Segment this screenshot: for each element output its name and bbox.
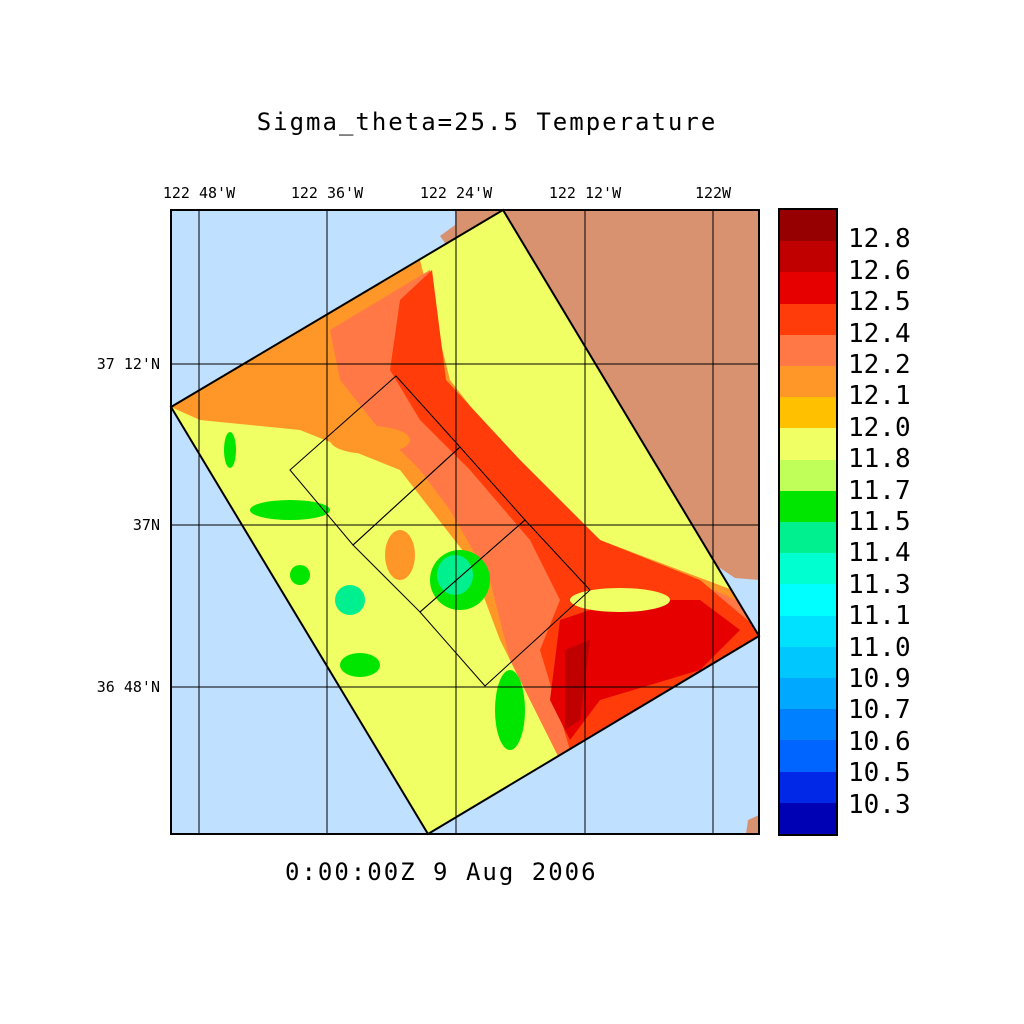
colorbar-bin xyxy=(780,646,836,679)
colorbar-label: 10.7 xyxy=(848,695,911,726)
colorbar-bin xyxy=(780,771,836,803)
colorbar-label: 11.3 xyxy=(848,569,911,600)
colorbar-label: 12.6 xyxy=(848,255,911,286)
colorbar-bin xyxy=(780,241,836,273)
colorbar-bin xyxy=(780,397,836,429)
colorbar-bin xyxy=(780,303,836,335)
colorbar-bin xyxy=(780,522,836,554)
map-frame xyxy=(170,209,760,835)
colorbar-label: 12.4 xyxy=(848,318,911,349)
lon-label: 122 48'W xyxy=(162,184,236,202)
colorbar-bin xyxy=(780,740,836,772)
colorbar-bin xyxy=(780,366,836,398)
lat-label: 37 12'N xyxy=(96,355,160,373)
colorbar-bin xyxy=(780,802,836,835)
colorbar-label: 12.0 xyxy=(848,412,911,443)
colorbar-bin xyxy=(780,459,836,491)
colorbar-bin xyxy=(780,272,836,304)
colorbar-bin xyxy=(780,334,836,367)
time-label: 0:00:00Z 9 Aug 2006 xyxy=(285,858,598,886)
colorbar-bin xyxy=(780,615,836,647)
colorbar-bin xyxy=(780,553,836,585)
colorbar-label: 10.9 xyxy=(848,664,911,694)
colorbar-label: 10.6 xyxy=(848,726,911,757)
colorbar-label: 11.0 xyxy=(848,632,911,663)
colorbar-label: 12.8 xyxy=(848,224,911,255)
sub-domain-boxes xyxy=(289,375,591,687)
colorbar-label: 11.8 xyxy=(848,444,911,475)
lon-label: 122 12'W xyxy=(548,184,622,202)
colorbar-bin xyxy=(780,428,836,460)
colorbar-label: 11.5 xyxy=(848,507,911,537)
colorbar-bin xyxy=(780,210,836,242)
lat-label: 37N xyxy=(132,516,160,534)
colorbar-bin xyxy=(780,678,836,710)
colorbar xyxy=(778,208,838,836)
colorbar-label: 11.1 xyxy=(848,601,911,632)
colorbar-label: 10.3 xyxy=(848,789,911,820)
lon-label: 122 24'W xyxy=(419,184,493,202)
colorbar-bin xyxy=(780,709,836,741)
lat-label: 36 48'N xyxy=(96,678,160,696)
lon-label: 122W xyxy=(694,184,732,202)
graticule xyxy=(171,210,759,834)
colorbar-bin xyxy=(780,490,836,523)
colorbar-label: 11.4 xyxy=(848,538,911,569)
colorbar-label: 12.5 xyxy=(848,287,911,318)
colorbar-bin xyxy=(780,584,836,616)
colorbar-label: 11.7 xyxy=(848,475,911,506)
colorbar-label: 12.2 xyxy=(848,350,911,380)
colorbar-label: 10.5 xyxy=(848,758,911,789)
lon-label: 122 36'W xyxy=(290,184,364,202)
colorbar-label: 12.1 xyxy=(848,381,911,412)
plot-title: Sigma_theta=25.5 Temperature xyxy=(256,108,718,136)
